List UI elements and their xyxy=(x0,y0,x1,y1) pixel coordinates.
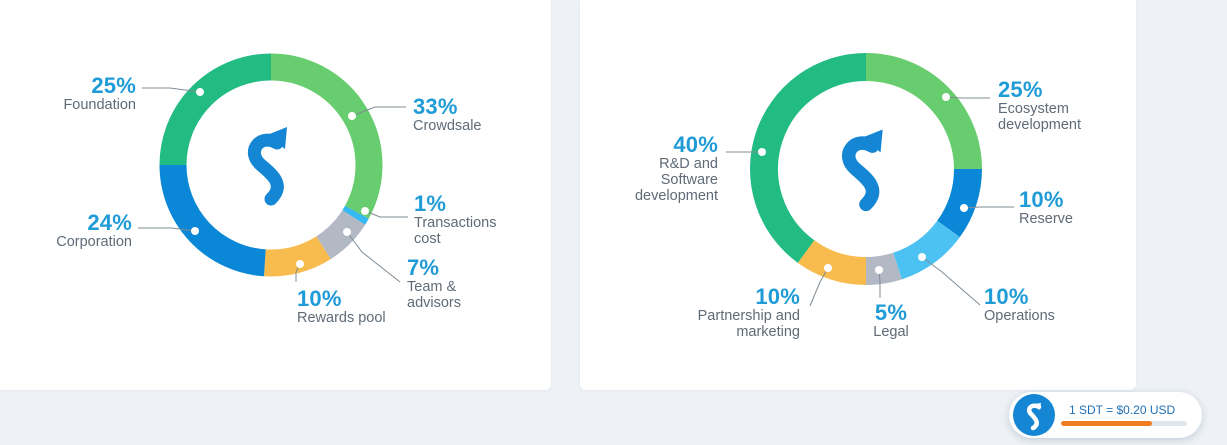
slice-marker-dot xyxy=(875,266,883,274)
slice-label-corporation: 24% Corporation xyxy=(40,210,132,251)
slice-name: Partnership and marketing xyxy=(697,308,800,340)
slice-marker-dot xyxy=(196,88,204,96)
slice-label-crowdsale: 33% Crowdsale xyxy=(413,94,482,135)
slice-label-team-advisors: 7% Team & advisors xyxy=(407,255,461,312)
price-progress-fill xyxy=(1061,421,1152,426)
donut-slice xyxy=(315,209,366,260)
slice-percent: 33% xyxy=(413,94,458,119)
leader-line xyxy=(945,96,990,99)
slice-marker-dot xyxy=(361,207,369,215)
slice-label-transactions-cost: 1% Transactions cost xyxy=(414,191,497,248)
distribution-card-right: 25% Ecosystem development 10% Reserve 10… xyxy=(580,0,1136,390)
donut-slice xyxy=(264,236,331,277)
slice-percent: 5% xyxy=(874,300,908,325)
donut-slice xyxy=(892,220,960,280)
slice-percent: 10% xyxy=(755,284,800,309)
distribution-card-left: 33% Crowdsale 1% Transactions cost 7% Te… xyxy=(0,0,551,390)
slice-label-reserve: 10% Reserve xyxy=(1019,187,1073,228)
slice-name: Corporation xyxy=(56,234,132,250)
slice-percent: 10% xyxy=(297,286,342,311)
slice-percent: 25% xyxy=(998,77,1043,102)
slice-name: R&D and Software development xyxy=(634,156,718,204)
donut-chart-right xyxy=(726,53,1014,307)
slice-name: Transactions cost xyxy=(414,215,497,247)
leader-line xyxy=(346,231,401,283)
slice-percent: 10% xyxy=(984,284,1029,309)
token-price-widget[interactable]: 1 SDT = $0.20 USD xyxy=(1009,392,1202,438)
slice-percent: 7% xyxy=(407,255,440,280)
slice-marker-dot xyxy=(758,148,766,156)
slice-label-legal: 5% Legal xyxy=(861,300,921,341)
s-arrow-logo-icon xyxy=(1013,394,1055,436)
slice-marker-dot xyxy=(960,204,968,212)
token-price-text: 1 SDT = $0.20 USD xyxy=(1069,403,1176,417)
slice-marker-dot xyxy=(918,253,926,261)
slice-name: Legal xyxy=(873,324,909,340)
slice-percent: 10% xyxy=(1019,187,1064,212)
slice-percent: 40% xyxy=(673,132,718,157)
slice-label-ecosystem-development: 25% Ecosystem development xyxy=(998,77,1082,134)
s-arrow-logo-icon xyxy=(247,127,287,206)
donut-slice xyxy=(159,164,267,277)
price-progress-bar xyxy=(1061,421,1187,426)
slice-name: Reserve xyxy=(1019,211,1073,227)
donut-slice xyxy=(936,168,982,238)
slice-marker-dot xyxy=(296,260,304,268)
slice-percent: 24% xyxy=(87,210,132,235)
slice-marker-dot xyxy=(191,227,199,235)
slice-percent: 25% xyxy=(91,73,136,98)
donut-slice xyxy=(865,53,982,170)
s-arrow-logo-icon xyxy=(842,129,883,212)
slice-marker-dot xyxy=(824,264,832,272)
leader-line xyxy=(963,206,1014,209)
leader-line xyxy=(364,210,408,218)
slice-marker-dot xyxy=(348,112,356,120)
slice-name: Team & advisors xyxy=(407,279,461,311)
slice-label-operations: 10% Operations xyxy=(984,284,1055,325)
slice-name: Ecosystem development xyxy=(998,101,1082,133)
slice-label-foundation: 25% Foundation xyxy=(40,73,136,114)
slice-name: Crowdsale xyxy=(413,118,482,134)
donut-slice xyxy=(342,205,369,225)
slice-marker-dot xyxy=(942,93,950,101)
slice-label-rewards-pool: 10% Rewards pool xyxy=(297,286,386,327)
slice-name: Foundation xyxy=(63,97,136,113)
donut-slice xyxy=(797,239,867,285)
leader-line xyxy=(809,267,829,307)
donut-slice xyxy=(750,53,867,263)
leader-line xyxy=(351,106,406,117)
slice-percent: 1% xyxy=(414,191,447,216)
slice-name: Rewards pool xyxy=(297,310,386,326)
donut-slice xyxy=(159,53,272,166)
leader-line xyxy=(138,227,196,232)
leader-line xyxy=(878,269,881,298)
leader-line xyxy=(921,256,981,306)
slice-name: Operations xyxy=(984,308,1055,324)
slice-label-rnd-software: 40% R&D and Software development xyxy=(620,132,718,205)
donut-chart-left xyxy=(138,53,408,283)
leader-line xyxy=(142,87,201,93)
slice-label-partnership-marketing: 10% Partnership and marketing xyxy=(680,284,800,341)
slice-marker-dot xyxy=(343,228,351,236)
